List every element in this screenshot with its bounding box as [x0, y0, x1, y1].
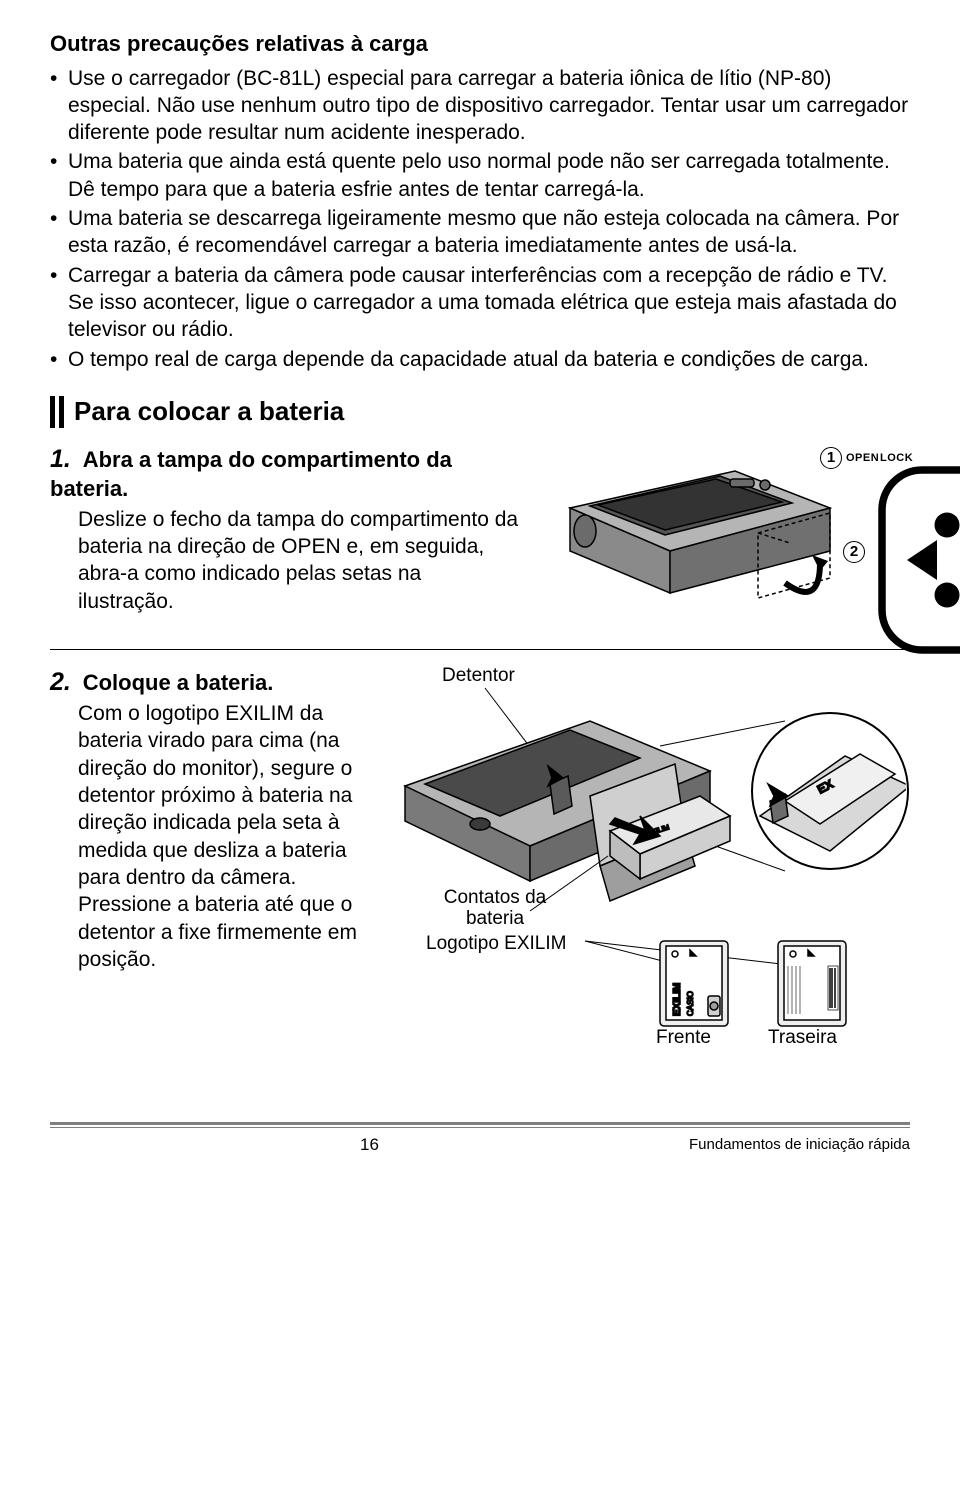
- insert-battery-illustration: EXILIM EX: [390, 666, 910, 1046]
- lock-label: LOCK: [880, 451, 913, 465]
- page-footer: 16 Fundamentos de iniciação rápida: [50, 1122, 910, 1156]
- step-title: Abra a tampa do compartimento da bateria…: [50, 447, 452, 502]
- bullet-item: Use o carregador (BC-81L) especial para …: [50, 65, 910, 147]
- page-number: 16: [360, 1134, 379, 1156]
- step-body: Com o logotipo EXILIM da bateria virado …: [50, 700, 380, 973]
- chapter-title: Fundamentos de iniciação rápida: [689, 1135, 910, 1155]
- callout-1-icon: 1: [820, 447, 842, 469]
- heading-bars-icon: [50, 396, 64, 428]
- callout-2-icon: 2: [843, 541, 865, 563]
- precautions-list: Use o carregador (BC-81L) especial para …: [50, 65, 910, 373]
- page-title: Outras precauções relativas à carga: [50, 30, 910, 59]
- logotipo-label: Logotipo EXILIM: [426, 934, 566, 955]
- svg-text:EXILIM: EXILIM: [672, 982, 683, 1015]
- step-title: Coloque a bateria.: [83, 670, 274, 695]
- svg-text:CASIO: CASIO: [686, 991, 695, 1016]
- bullet-item: Uma bateria que ainda está quente pelo u…: [50, 148, 910, 203]
- camera-open-illustration: 1 OPEN LOCK 2: [530, 443, 910, 633]
- step-body: Deslize o fecho da tampa do compartiment…: [50, 506, 520, 615]
- bullet-item: O tempo real de carga depende da capacid…: [50, 346, 910, 373]
- step-2: 2. Coloque a bateria. Com o logotipo EXI…: [50, 666, 910, 1062]
- bullet-item: Uma bateria se descarrega ligeiramente m…: [50, 205, 910, 260]
- frente-label: Frente: [656, 1028, 711, 1049]
- open-label: OPEN: [846, 451, 879, 465]
- step-number: 2.: [50, 666, 71, 699]
- section-heading-wrap: Para colocar a bateria: [50, 395, 910, 429]
- bullet-item: Carregar a bateria da câmera pode causar…: [50, 262, 910, 344]
- contatos-label: Contatos da bateria: [435, 888, 555, 930]
- traseira-label: Traseira: [768, 1028, 837, 1049]
- detentor-label: Detentor: [442, 666, 515, 687]
- step-number: 1.: [50, 443, 71, 476]
- section-heading: Para colocar a bateria: [74, 395, 344, 429]
- step-1: 1. Abra a tampa do compartimento da bate…: [50, 443, 910, 650]
